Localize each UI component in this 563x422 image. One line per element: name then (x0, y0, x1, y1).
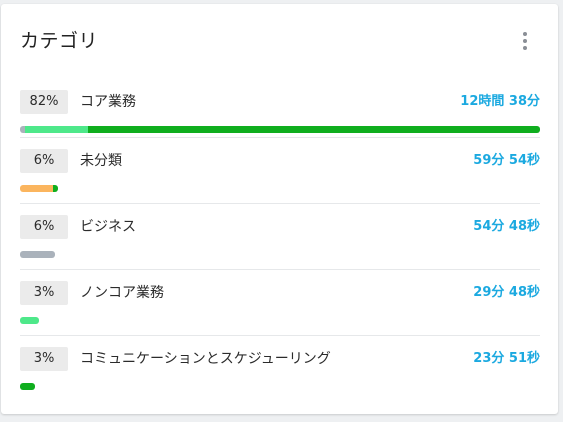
category-duration: 59分 54秒 (473, 153, 540, 168)
category-duration: 12時間 38分 (460, 94, 540, 109)
bar-segment (25, 126, 88, 133)
percent-badge: 3% (20, 281, 68, 305)
category-name: ビジネス (80, 219, 136, 235)
bar-segment (20, 126, 26, 133)
category-progress-bar (20, 317, 39, 324)
percent-badge: 3% (20, 347, 68, 371)
category-duration: 23分 51秒 (473, 351, 540, 366)
bar-segment (20, 383, 35, 390)
category-name: 未分類 (80, 153, 122, 169)
category-row[interactable]: 6% ビジネス 54分 48秒 (20, 203, 540, 270)
bar-segment (20, 317, 39, 324)
category-row[interactable]: 3% ノンコア業務 29分 48秒 (20, 269, 540, 336)
category-row[interactable]: 82% コア業務 12時間 38分 (20, 79, 540, 145)
bar-segment (20, 251, 55, 258)
category-progress-bar (20, 126, 540, 133)
percent-badge: 82% (20, 90, 68, 114)
bar-segment (53, 185, 58, 192)
category-duration: 29分 48秒 (473, 285, 540, 300)
category-card: カテゴリ 82% コア業務 12時間 38分 6% 未分類 59分 54秒 6%… (1, 4, 558, 414)
percent-badge: 6% (20, 215, 68, 239)
percent-badge: 6% (20, 149, 68, 173)
category-progress-bar (20, 383, 35, 390)
category-name: コミュニケーションとスケジューリング (80, 351, 331, 367)
category-progress-bar (20, 185, 58, 192)
bar-segment (87, 126, 540, 133)
category-row[interactable]: 6% 未分類 59分 54秒 (20, 137, 540, 204)
card-title: カテゴリ (20, 30, 99, 52)
category-row[interactable]: 3% コミュニケーションとスケジューリング 23分 51秒 (20, 335, 540, 402)
category-name: コア業務 (80, 94, 136, 110)
category-duration: 54分 48秒 (473, 219, 540, 234)
bar-segment (20, 185, 54, 192)
more-vert-icon[interactable] (518, 30, 532, 52)
category-progress-bar (20, 251, 55, 258)
category-name: ノンコア業務 (80, 285, 164, 301)
